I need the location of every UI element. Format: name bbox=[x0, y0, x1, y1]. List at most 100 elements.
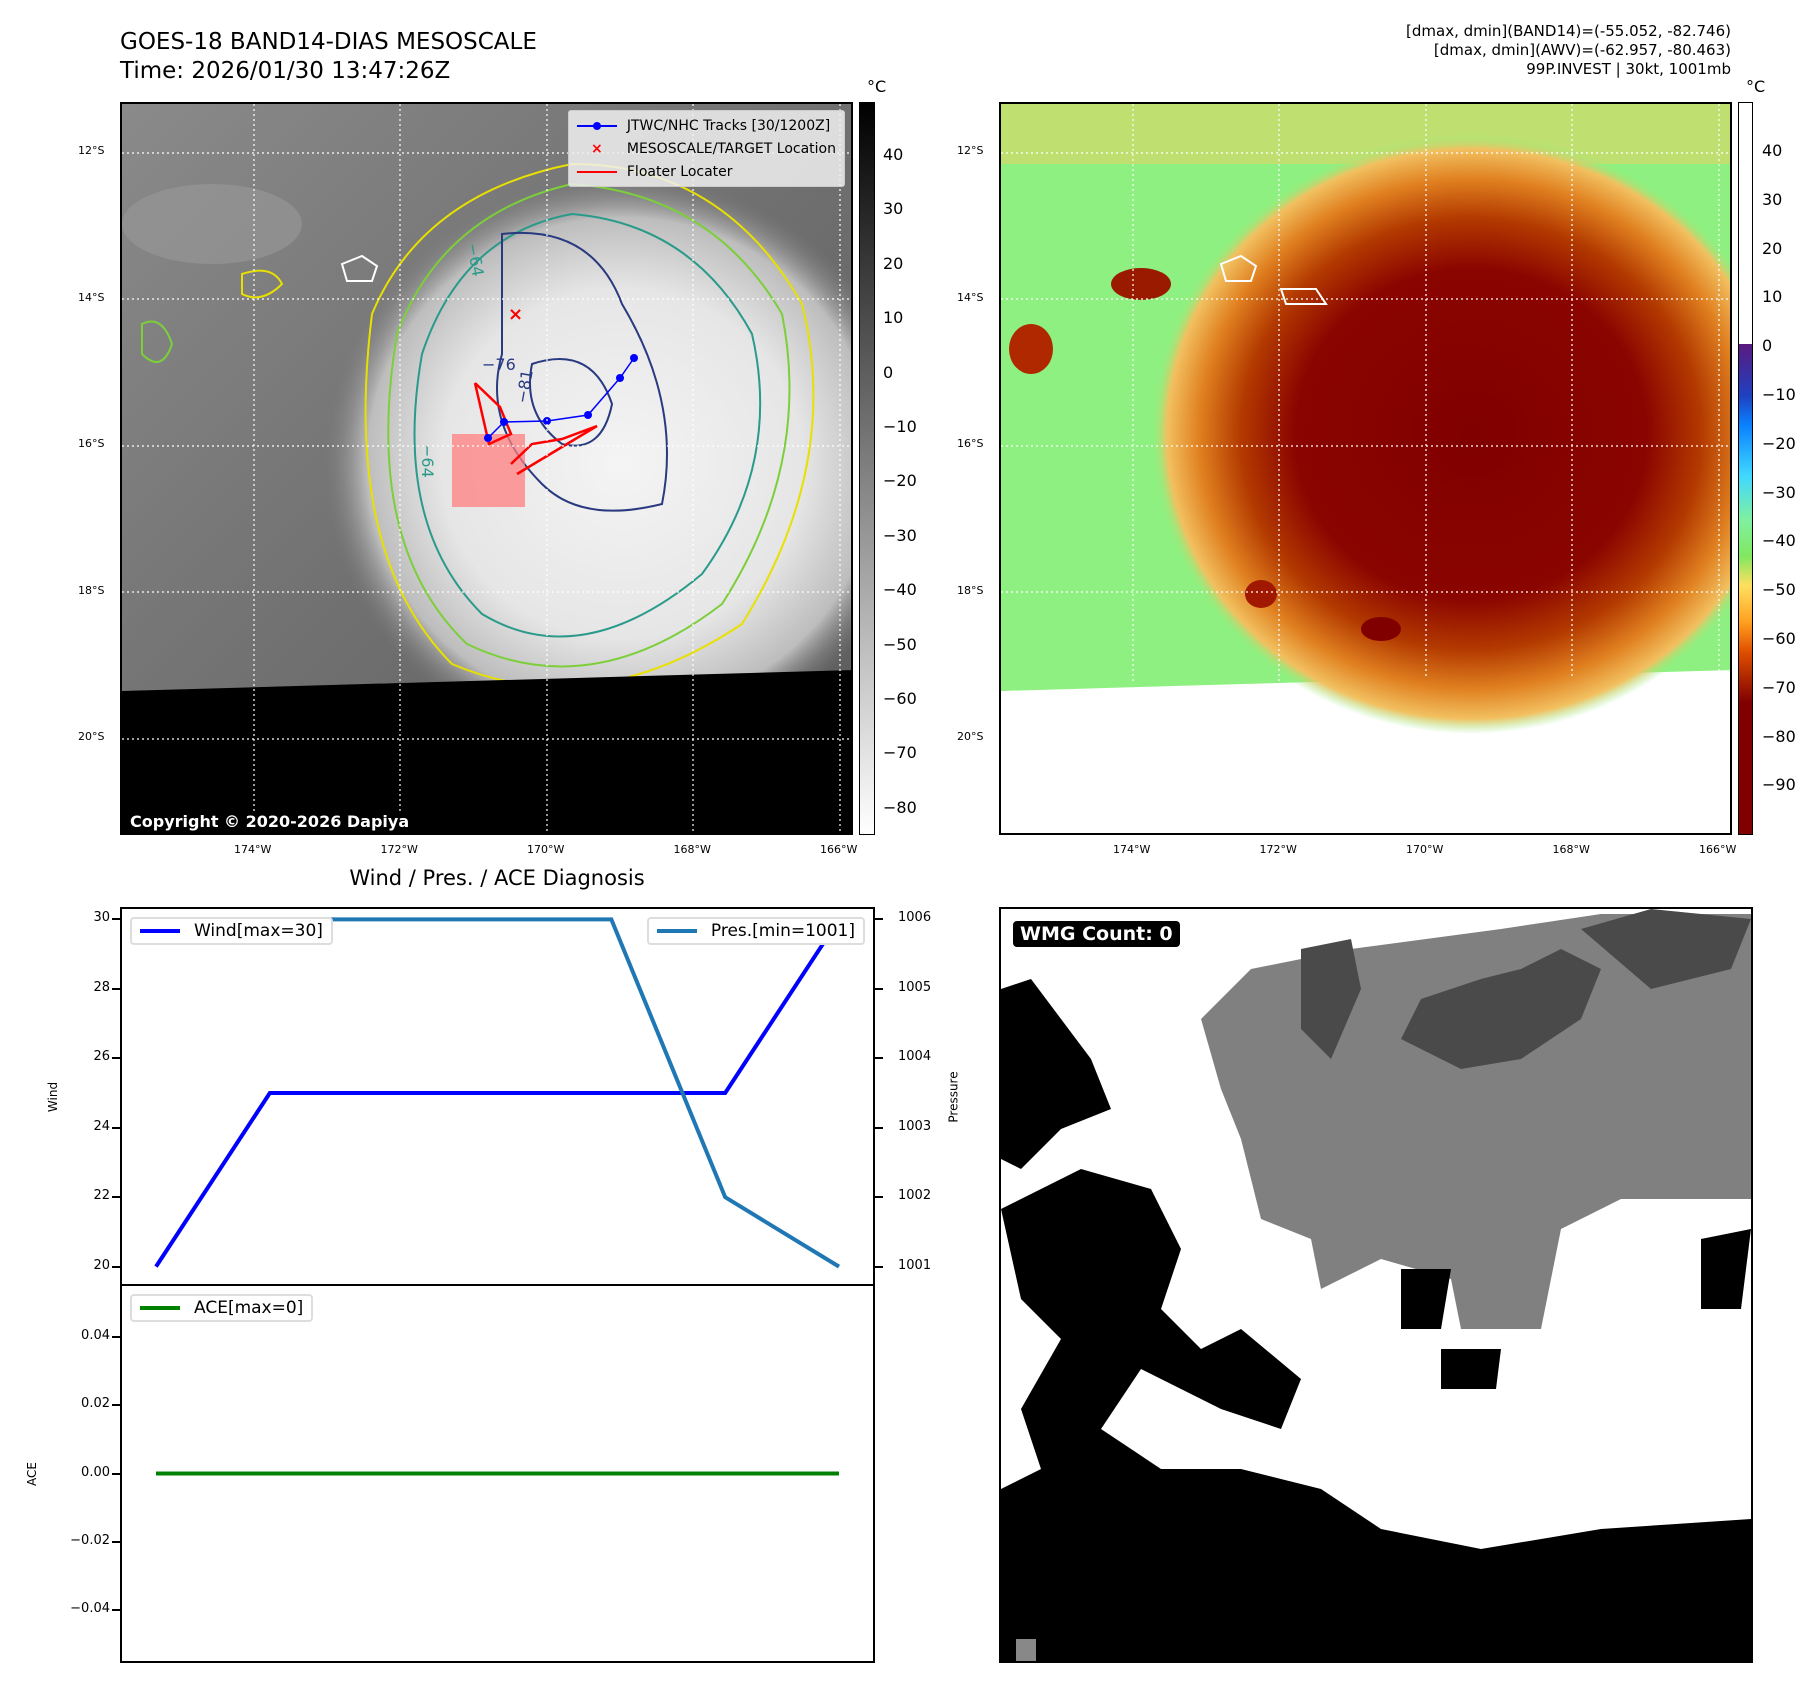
legend-label: Floater Locater bbox=[626, 163, 733, 180]
colorbar-tick: 20 bbox=[883, 253, 904, 273]
colorbar-tick: −20 bbox=[883, 471, 917, 491]
lat-label: 20°S bbox=[957, 730, 984, 743]
pressure-tick-label: 1003 bbox=[898, 1118, 932, 1134]
awv-map-panel bbox=[999, 102, 1732, 835]
legend-label: MESOSCALE/TARGET Location bbox=[626, 140, 836, 157]
title-time: Time: 2026/01/30 13:47:26Z bbox=[120, 58, 451, 84]
pressure-legend-swatch bbox=[656, 929, 697, 933]
no-data-region bbox=[122, 670, 851, 833]
wind-series-line bbox=[154, 918, 841, 1268]
wind-legend-swatch bbox=[140, 929, 180, 933]
colorbar-tick: 10 bbox=[1762, 287, 1783, 307]
lon-label: 172°W bbox=[380, 843, 418, 856]
colorbar-tick: −30 bbox=[883, 525, 917, 545]
wind-pressure-plot bbox=[154, 917, 841, 1269]
ir-map-image: −76 −81 −64 −64 × bbox=[122, 104, 851, 833]
tick-mark bbox=[875, 987, 883, 990]
legend-item-target: × MESOSCALE/TARGET Location bbox=[577, 137, 836, 160]
wind-tick-label: 24 bbox=[93, 1118, 110, 1134]
ace-axis-label: ACE bbox=[24, 1462, 39, 1486]
lat-label: 18°S bbox=[78, 583, 105, 597]
colorbar-tick: −30 bbox=[1762, 482, 1796, 502]
ace-axes: ACE[max=0] bbox=[120, 1284, 875, 1663]
colorbar-tick: 30 bbox=[1762, 189, 1783, 209]
tick-mark bbox=[112, 1126, 120, 1129]
wind-tick-label: 26 bbox=[93, 1049, 110, 1065]
wind-tick-label: 30 bbox=[93, 910, 110, 926]
colorbar-tick: −60 bbox=[1762, 629, 1796, 648]
lon-label: 168°W bbox=[673, 843, 711, 856]
ace-plot bbox=[156, 1471, 839, 1476]
lat-label: 16°S bbox=[957, 437, 984, 450]
ace-tick-label: 0.02 bbox=[81, 1396, 110, 1412]
gridlines bbox=[1001, 104, 1730, 684]
ace-legend-label: ACE[max=0] bbox=[194, 1298, 304, 1318]
ir-map-panel: −76 −81 −64 −64 × Copyright © 2020-2026 … bbox=[120, 102, 853, 835]
ace-tick-label: 0.00 bbox=[81, 1464, 110, 1480]
colorbar-tick: 0 bbox=[1762, 336, 1773, 356]
tick-mark bbox=[875, 1196, 883, 1199]
target-location-marker: × bbox=[508, 304, 523, 325]
tick-mark bbox=[112, 1057, 120, 1060]
tick-mark bbox=[112, 1196, 120, 1199]
pressure-tick-label: 1006 bbox=[898, 910, 932, 926]
wind-tick-label: 28 bbox=[93, 979, 110, 995]
lat-label: 20°S bbox=[78, 730, 105, 743]
ir-colorbar bbox=[859, 102, 875, 835]
contour-label: −64 bbox=[418, 444, 437, 478]
colorbar-tick: 0 bbox=[883, 362, 894, 382]
lat-label: 16°S bbox=[78, 437, 105, 450]
colorbar-tick: 10 bbox=[883, 308, 904, 328]
x-marker-icon: × bbox=[591, 140, 603, 157]
pressure-tick-label: 1005 bbox=[898, 979, 932, 995]
pressure-tick-label: 1001 bbox=[898, 1257, 932, 1273]
lon-label: 166°W bbox=[1699, 843, 1737, 856]
lon-label: 170°W bbox=[527, 843, 565, 856]
lat-label: 12°S bbox=[78, 144, 105, 157]
colorbar-tick: −70 bbox=[1762, 677, 1796, 697]
lon-label: 166°W bbox=[820, 843, 858, 856]
tick-mark bbox=[112, 1540, 120, 1543]
pressure-tick-label: 1002 bbox=[898, 1188, 932, 1204]
ace-legend-swatch bbox=[140, 1306, 180, 1310]
tick-mark bbox=[112, 1472, 120, 1475]
floater-locater-path bbox=[473, 382, 513, 446]
colorbar-tick: −70 bbox=[883, 743, 917, 763]
colorbar-tick: −40 bbox=[883, 580, 917, 600]
wind-axis-label: Wind bbox=[46, 1081, 61, 1113]
info-band14-range: [dmax, dmin](BAND14)=(-55.052, -82.746) bbox=[1406, 22, 1731, 40]
tick-mark bbox=[875, 1265, 883, 1268]
contour-label: −76 bbox=[482, 355, 516, 374]
ace-tick-label: 0.04 bbox=[81, 1328, 110, 1344]
colorbar-tick: 30 bbox=[883, 199, 904, 219]
lon-label: 168°W bbox=[1552, 843, 1590, 856]
wind-pressure-axes: Wind[max=30] Pres.[min=1001] bbox=[120, 907, 875, 1286]
tick-mark bbox=[112, 918, 120, 921]
tick-mark bbox=[875, 918, 883, 921]
lat-label: 14°S bbox=[78, 290, 105, 304]
chart-title: Wind / Pres. / ACE Diagnosis bbox=[349, 866, 645, 890]
lat-label: 12°S bbox=[957, 144, 984, 157]
lon-label: 174°W bbox=[234, 843, 272, 856]
tick-mark bbox=[112, 987, 120, 990]
wmg-panel: WMG Count: 0 bbox=[999, 907, 1753, 1663]
info-storm: 99P.INVEST | 30kt, 1001mb bbox=[1526, 60, 1731, 78]
tick-mark bbox=[112, 1404, 120, 1407]
pressure-axis-label: Pressure bbox=[946, 1071, 961, 1123]
info-awv-range: [dmax, dmin](AWV)=(-62.957, -80.463) bbox=[1433, 41, 1731, 59]
ace-tick-label: −0.04 bbox=[70, 1600, 110, 1616]
colorbar-tick: −10 bbox=[883, 417, 917, 436]
wind-legend-label: Wind[max=30] bbox=[194, 921, 323, 941]
lon-label: 170°W bbox=[1406, 843, 1444, 856]
pressure-legend-label: Pres.[min=1001] bbox=[710, 921, 855, 941]
colorbar-tick: −80 bbox=[883, 797, 917, 817]
title-line-1: GOES-18 BAND14-DIAS MESOSCALE bbox=[120, 29, 537, 55]
map-legend: JTWC/NHC Tracks [30/1200Z] × MESOSCALE/TA… bbox=[567, 110, 845, 187]
copyright-label: Copyright © 2020-2026 Dapiya bbox=[126, 812, 414, 831]
lat-label: 14°S bbox=[957, 290, 984, 304]
wind-legend: Wind[max=30] bbox=[130, 917, 333, 945]
lat-label: 18°S bbox=[957, 583, 984, 597]
tick-mark bbox=[112, 1265, 120, 1268]
wmg-image bbox=[1001, 909, 1751, 1661]
lon-label: 172°W bbox=[1259, 843, 1297, 856]
